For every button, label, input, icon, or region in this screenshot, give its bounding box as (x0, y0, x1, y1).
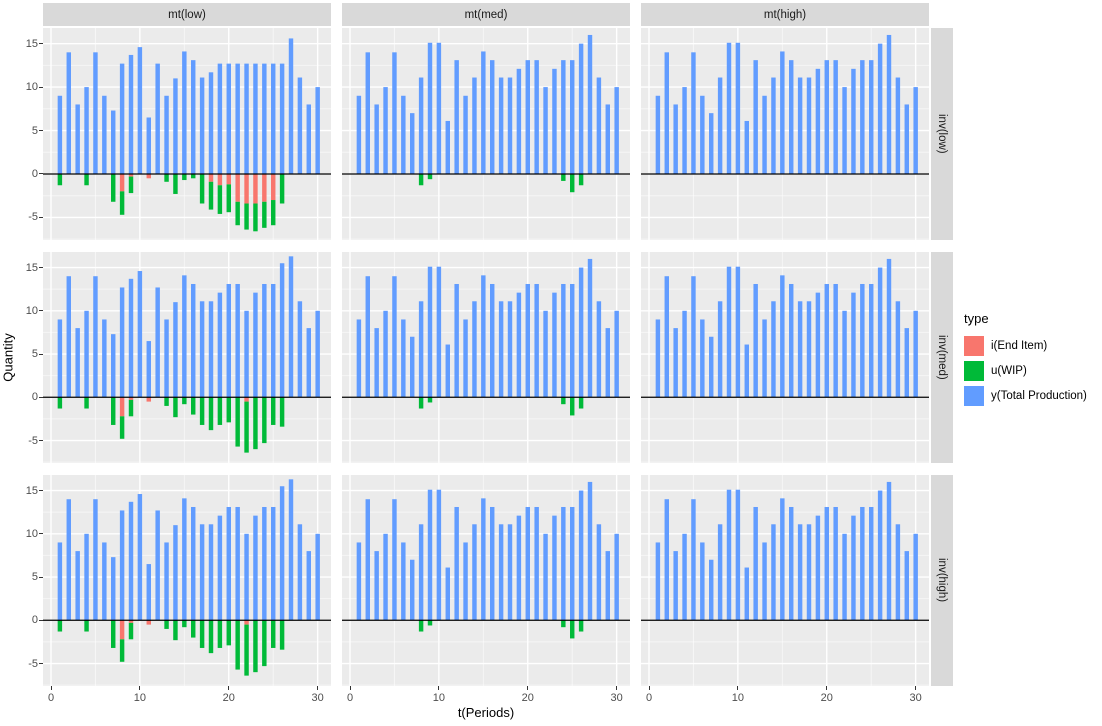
y-tick-label: 15 (25, 37, 38, 50)
x-tick-label: 0 (47, 692, 55, 704)
facet-plot-r0c2 (641, 28, 929, 240)
y-tick-mark (39, 440, 43, 442)
facet-panel-r0c0 (43, 28, 331, 240)
x-tick-mark (438, 686, 440, 690)
y-tick-mark (39, 43, 43, 45)
legend-item-label: u(WIP) (991, 364, 1027, 377)
facet-panel-r2c0 (43, 475, 331, 686)
facet-panel-r1c2 (641, 252, 929, 463)
y-tick-mark (39, 353, 43, 355)
x-tick-label: 0 (645, 692, 653, 704)
legend-title: type (964, 311, 989, 326)
x-tick-label: 30 (909, 692, 922, 704)
facet-col-strip-1: mt(med) (342, 3, 630, 26)
facet-row-strip-1: inv(med) (931, 252, 953, 463)
y-tick-label: 15 (25, 261, 38, 274)
y-tick-mark (39, 396, 43, 398)
facet-panel-r2c2 (641, 475, 929, 686)
legend: type i(End Item) u(WIP) y(Total Production… (964, 311, 1087, 408)
facet-plot-r0c0 (43, 28, 331, 240)
y-tick-mark (39, 173, 43, 175)
x-tick-label: 0 (346, 692, 354, 704)
y-tick-label: 0 (31, 167, 38, 180)
x-tick-mark (648, 686, 650, 690)
x-tick-mark (228, 686, 230, 690)
facet-row-strip-2: inv(high) (931, 475, 953, 686)
facet-row-strip-0: inv(low) (931, 28, 953, 240)
y-tick-label: 10 (25, 304, 38, 317)
y-tick-label: -5 (28, 434, 38, 447)
legend-swatch-1 (964, 360, 984, 381)
x-tick-mark (527, 686, 529, 690)
y-tick-mark (39, 310, 43, 312)
x-tick-mark (349, 686, 351, 690)
y-tick-mark (39, 267, 43, 269)
legend-item-0: i(End Item) (964, 333, 1087, 358)
facet-plot-r1c0 (43, 252, 331, 463)
facet-col-strip-0: mt(low) (43, 3, 331, 26)
x-tick-label: 30 (610, 692, 623, 704)
y-tick-mark (39, 130, 43, 132)
x-axis-title: t(Periods) (457, 705, 515, 720)
facet-plot-r1c1 (342, 252, 630, 463)
y-tick-mark (39, 619, 43, 621)
facet-panel-r2c1 (342, 475, 630, 686)
facet-plot-r2c1 (342, 475, 630, 686)
facet-panel-r0c1 (342, 28, 630, 240)
y-tick-mark (39, 533, 43, 535)
x-tick-mark (826, 686, 828, 690)
y-tick-label: 10 (25, 81, 38, 94)
x-tick-label: 10 (432, 692, 445, 704)
x-tick-label: 30 (311, 692, 324, 704)
y-tick-mark (39, 86, 43, 88)
y-tick-mark (39, 490, 43, 492)
facet-panel-r1c1 (342, 252, 630, 463)
legend-item-2: y(Total Production) (964, 383, 1087, 408)
facet-panel-r1c0 (43, 252, 331, 463)
legend-swatch-2 (964, 385, 984, 406)
legend-item-label: i(End Item) (991, 339, 1048, 352)
y-tick-label: 5 (31, 348, 38, 361)
y-tick-label: -5 (28, 211, 38, 224)
facet-panel-r0c2 (641, 28, 929, 240)
facet-plot-r2c2 (641, 475, 929, 686)
x-tick-label: 10 (731, 692, 744, 704)
x-tick-mark (616, 686, 618, 690)
x-tick-label: 10 (133, 692, 146, 704)
legend-items: i(End Item) u(WIP) y(Total Production) (964, 333, 1087, 408)
x-tick-mark (50, 686, 52, 690)
legend-swatch-0 (964, 335, 984, 356)
facet-plot-r0c1 (342, 28, 630, 240)
facet-plot-r2c0 (43, 475, 331, 686)
y-tick-mark (39, 576, 43, 578)
y-tick-label: 5 (31, 571, 38, 584)
y-tick-label: 0 (31, 391, 38, 404)
y-tick-mark (39, 663, 43, 665)
legend-item-label: y(Total Production) (991, 389, 1087, 402)
facet-plot-r1c2 (641, 252, 929, 463)
x-tick-label: 20 (820, 692, 833, 704)
facet-col-strip-2: mt(high) (641, 3, 929, 26)
x-tick-mark (139, 686, 141, 690)
x-tick-mark (317, 686, 319, 690)
y-tick-label: 10 (25, 527, 38, 540)
y-tick-mark (39, 216, 43, 218)
x-tick-label: 20 (521, 692, 534, 704)
y-tick-label: 0 (31, 614, 38, 627)
y-tick-label: -5 (28, 657, 38, 670)
x-tick-mark (737, 686, 739, 690)
legend-item-1: u(WIP) (964, 358, 1087, 383)
y-tick-label: 5 (31, 124, 38, 137)
x-tick-mark (915, 686, 917, 690)
x-tick-label: 20 (222, 692, 235, 704)
y-tick-label: 15 (25, 484, 38, 497)
